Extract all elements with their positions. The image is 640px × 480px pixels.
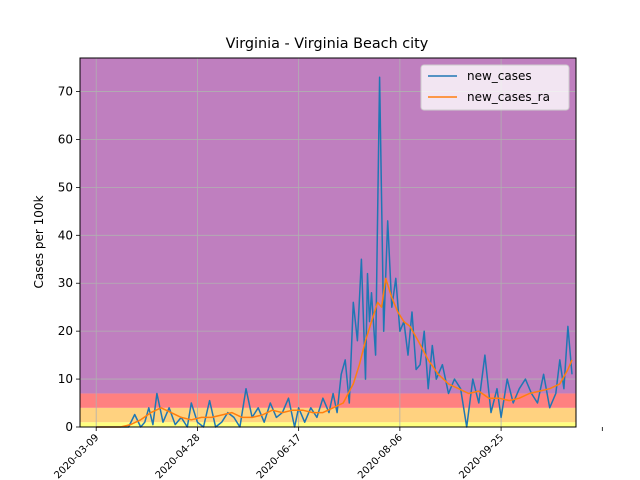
x-axis: 2020-03-09 2020-04-28 2020-06-17 2020-08-06… — [52, 427, 603, 480]
y-tick-label: 40 — [58, 228, 73, 242]
series-line-new_cases — [96, 76, 573, 428]
y-tick-label: 50 — [58, 180, 73, 194]
legend-label: new_cases_ra — [467, 90, 550, 104]
series-line-new_cases_ra — [96, 277, 573, 428]
y-tick-label: 30 — [58, 276, 73, 290]
x-tick-label: 2020-08-06 — [356, 432, 405, 480]
chart-title: Virginia - Virginia Beach city — [226, 36, 429, 52]
x-tick-label: 2020-03-09 — [52, 432, 101, 480]
legend-label: new_cases — [467, 69, 532, 83]
band-0 — [80, 422, 576, 427]
y-axis-label: Cases per 100k — [32, 195, 46, 288]
y-tick-label: 70 — [58, 85, 73, 99]
x-tick-label: 2020-06-17 — [255, 432, 304, 480]
legend: new_cases new_cases_ra — [420, 64, 570, 111]
y-axis: 0 10 20 30 40 50 60 70 — [58, 85, 80, 434]
band-1 — [80, 407, 576, 423]
background-bands — [80, 58, 576, 427]
legend-box — [420, 64, 570, 111]
band-2 — [80, 393, 576, 408]
band-3 — [80, 58, 576, 394]
y-tick-label: 20 — [58, 324, 73, 338]
plot-frame — [79, 57, 577, 428]
y-tick-label: 10 — [58, 372, 73, 386]
y-tick-label: 0 — [65, 420, 73, 434]
y-tick-label: 60 — [58, 132, 73, 146]
x-tick-label: 2020-09-25 — [457, 432, 506, 480]
series-lines — [96, 76, 573, 428]
x-tick-label: 2020-04-28 — [154, 432, 203, 480]
